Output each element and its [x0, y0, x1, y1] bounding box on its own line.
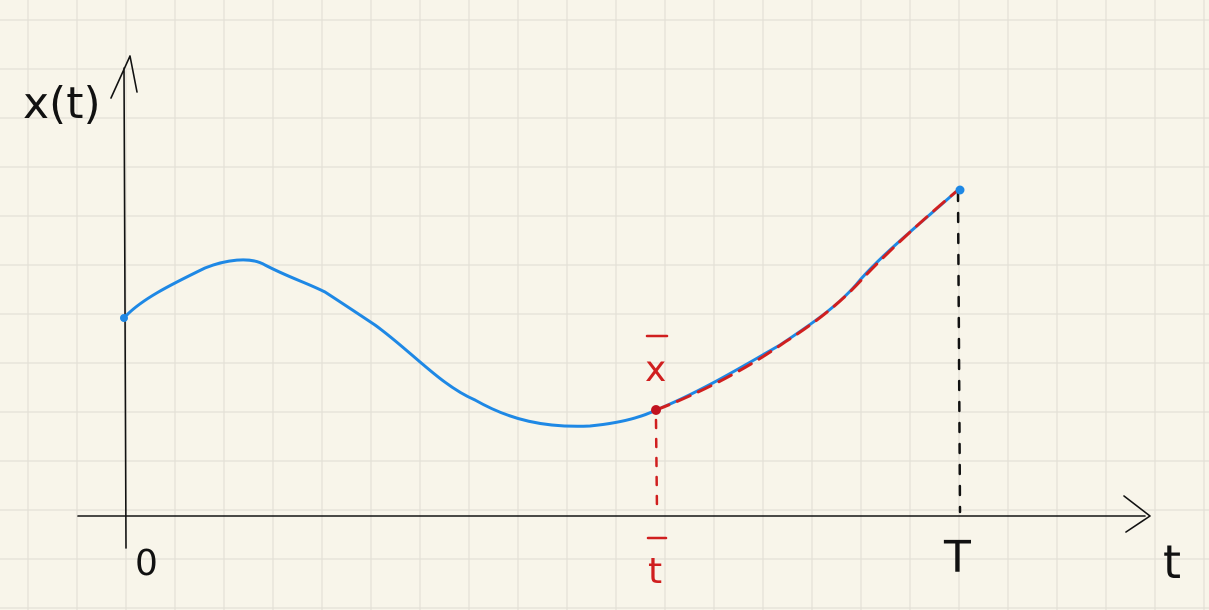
origin-label: 0 [135, 543, 158, 584]
arrow-right-icon [1123, 495, 1151, 533]
x-bar-point [651, 405, 661, 415]
x-axis-label: t [1163, 535, 1181, 589]
trajectory-curve [122, 188, 960, 428]
axes [77, 55, 1151, 549]
y-axis-line [123, 67, 127, 549]
x-bar-label-group: x [645, 334, 669, 390]
end-point [955, 185, 965, 195]
t-bar-dashed-line [654, 418, 659, 514]
t-bar-label: t [648, 551, 662, 592]
end-time-label: T [943, 532, 971, 583]
optimal-path-dashed [654, 188, 960, 412]
x-bar-label: x [645, 349, 666, 390]
arrow-up-icon [110, 55, 138, 99]
t-bar-label-group: t [646, 536, 668, 592]
start-point [120, 314, 128, 322]
y-axis-label: x(t) [23, 78, 101, 129]
